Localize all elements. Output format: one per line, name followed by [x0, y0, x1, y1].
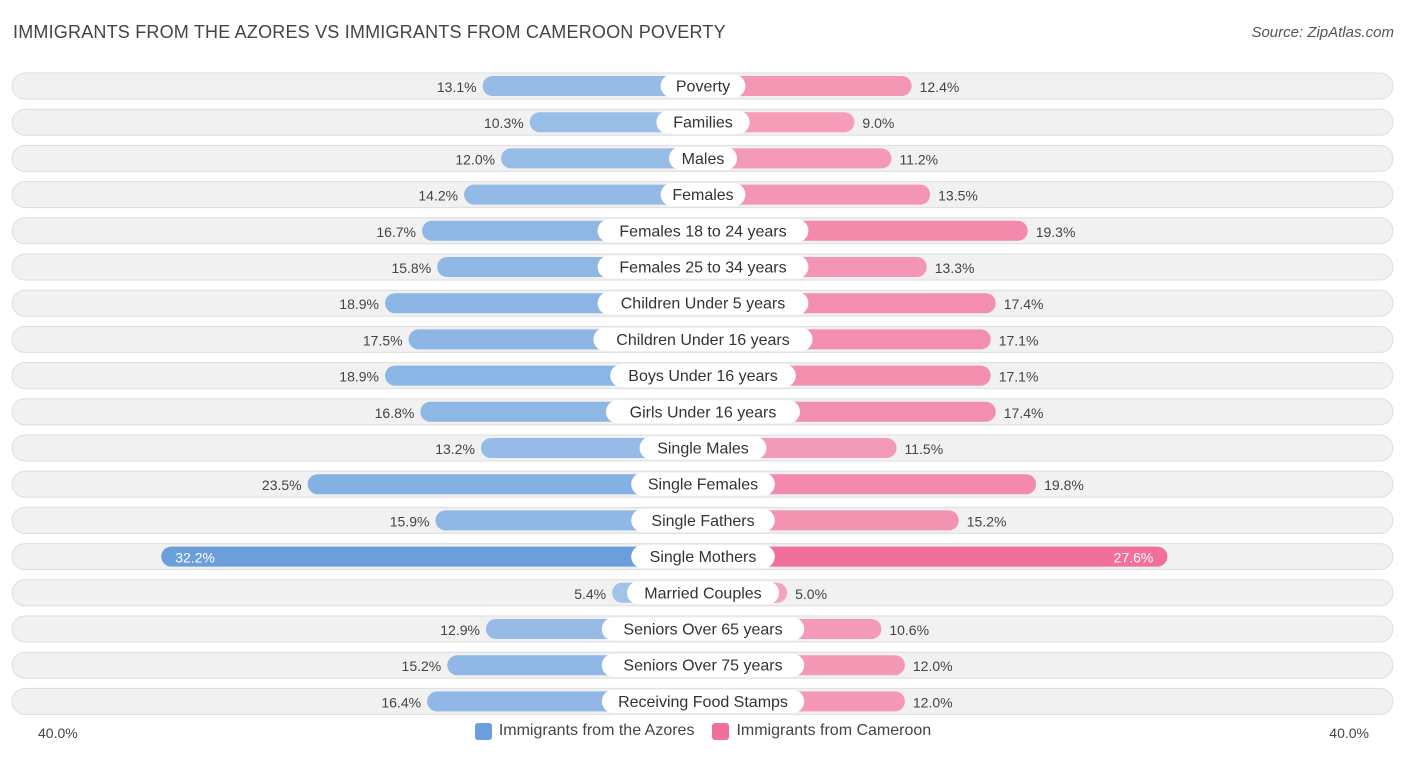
category-label: Poverty: [676, 79, 730, 96]
category-label: Families: [673, 115, 733, 132]
value-label-cameroon: 17.1%: [999, 332, 1039, 348]
value-label-azores: 5.4%: [574, 586, 606, 602]
value-label-azores: 15.2%: [402, 658, 442, 674]
category-label: Boys Under 16 years: [628, 368, 777, 385]
bar-azores: [161, 546, 714, 567]
legend-label-azores: Immigrants from the Azores: [498, 722, 695, 739]
legend-label-cameroon: Immigrants from Cameroon: [736, 722, 932, 739]
axis-left-label: 40.0%: [38, 725, 78, 741]
bar-azores: [501, 148, 713, 169]
category-label: Seniors Over 75 years: [623, 658, 782, 675]
category-pill: [631, 508, 775, 532]
category-pill: [601, 653, 805, 677]
value-label-azores: 23.5%: [262, 477, 302, 493]
value-label-azores: 14.2%: [418, 188, 458, 204]
category-label: Females 25 to 34 years: [619, 260, 786, 277]
category-pill: [597, 291, 809, 315]
value-label-azores: 15.8%: [391, 260, 431, 276]
value-label-cameroon: 13.5%: [938, 188, 978, 204]
value-label-cameroon: 17.4%: [1004, 405, 1044, 421]
category-pill: [656, 110, 750, 134]
axis-right-label: 40.0%: [1329, 725, 1369, 741]
value-label-cameroon: 10.6%: [889, 622, 929, 638]
value-label-cameroon: 27.6%: [1114, 550, 1154, 566]
category-pill: [610, 364, 796, 388]
category-pill: [660, 74, 746, 98]
category-pill: [593, 327, 813, 351]
category-pill: [669, 146, 737, 170]
category-label: Receiving Food Stamps: [618, 694, 788, 711]
category-label: Females 18 to 24 years: [619, 223, 786, 240]
value-label-cameroon: 17.4%: [1004, 296, 1044, 312]
category-label: Single Females: [648, 477, 758, 494]
category-pill: [631, 545, 775, 569]
value-label-azores: 10.3%: [484, 115, 524, 131]
category-label: Females: [672, 187, 733, 204]
legend-item-cameroon: Immigrants from Cameroon: [712, 722, 931, 740]
bar-azores: [307, 474, 713, 495]
value-label-azores: 18.9%: [339, 296, 379, 312]
legend-swatch-azores: [474, 722, 492, 740]
source-attribution: Source: ZipAtlas.com: [1251, 24, 1394, 41]
value-label-azores: 32.2%: [175, 550, 215, 566]
category-label: Single Fathers: [651, 513, 754, 530]
bar-cameroon: [693, 148, 892, 169]
category-pill: [606, 400, 800, 424]
category-pill: [601, 617, 805, 641]
category-label: Girls Under 16 years: [630, 404, 777, 421]
category-label: Single Mothers: [650, 549, 757, 566]
value-label-cameroon: 5.0%: [795, 586, 827, 602]
value-label-azores: 16.7%: [376, 224, 416, 240]
category-pill: [601, 689, 805, 713]
value-label-cameroon: 11.2%: [899, 151, 938, 167]
value-label-azores: 15.9%: [390, 513, 430, 529]
bar-cameroon: [693, 184, 931, 205]
value-label-cameroon: 12.0%: [913, 658, 953, 674]
bar-cameroon: [693, 474, 1037, 495]
value-label-azores: 13.1%: [437, 79, 477, 95]
value-label-cameroon: 9.0%: [862, 115, 894, 131]
value-label-azores: 16.4%: [381, 694, 421, 710]
category-pill: [627, 581, 779, 605]
category-label: Males: [682, 151, 725, 168]
chart-title: IMMIGRANTS FROM THE AZORES VS IMMIGRANTS…: [13, 22, 726, 42]
category-label: Children Under 5 years: [621, 296, 786, 313]
bar-azores: [464, 184, 713, 205]
bar-azores: [482, 76, 713, 96]
value-label-azores: 18.9%: [339, 369, 379, 385]
category-pill: [597, 255, 809, 279]
value-label-azores: 17.5%: [363, 332, 403, 348]
category-pill: [660, 183, 746, 207]
value-label-cameroon: 12.0%: [913, 694, 953, 710]
bar-cameroon: [693, 546, 1168, 567]
value-label-cameroon: 13.3%: [935, 260, 975, 276]
value-label-azores: 16.8%: [375, 405, 415, 421]
category-pill: [631, 472, 775, 496]
legend: Immigrants from the Azores Immigrants fr…: [0, 722, 1406, 740]
value-label-azores: 12.9%: [440, 622, 480, 638]
category-label: Children Under 16 years: [616, 332, 789, 349]
bar-cameroon: [693, 76, 912, 96]
value-label-azores: 12.0%: [455, 151, 495, 167]
value-label-cameroon: 19.8%: [1044, 477, 1084, 493]
category-pill: [597, 219, 809, 243]
value-label-azores: 13.2%: [435, 441, 475, 457]
category-label: Seniors Over 65 years: [623, 622, 782, 639]
value-label-cameroon: 12.4%: [920, 79, 960, 95]
category-label: Married Couples: [644, 585, 761, 602]
legend-item-azores: Immigrants from the Azores: [474, 722, 695, 740]
legend-swatch-cameroon: [712, 722, 730, 740]
value-label-cameroon: 17.1%: [999, 369, 1039, 385]
value-label-cameroon: 11.5%: [904, 441, 943, 457]
value-label-cameroon: 15.2%: [967, 513, 1007, 529]
category-pill: [639, 436, 767, 460]
value-label-cameroon: 19.3%: [1036, 224, 1076, 240]
category-label: Single Males: [657, 441, 749, 458]
